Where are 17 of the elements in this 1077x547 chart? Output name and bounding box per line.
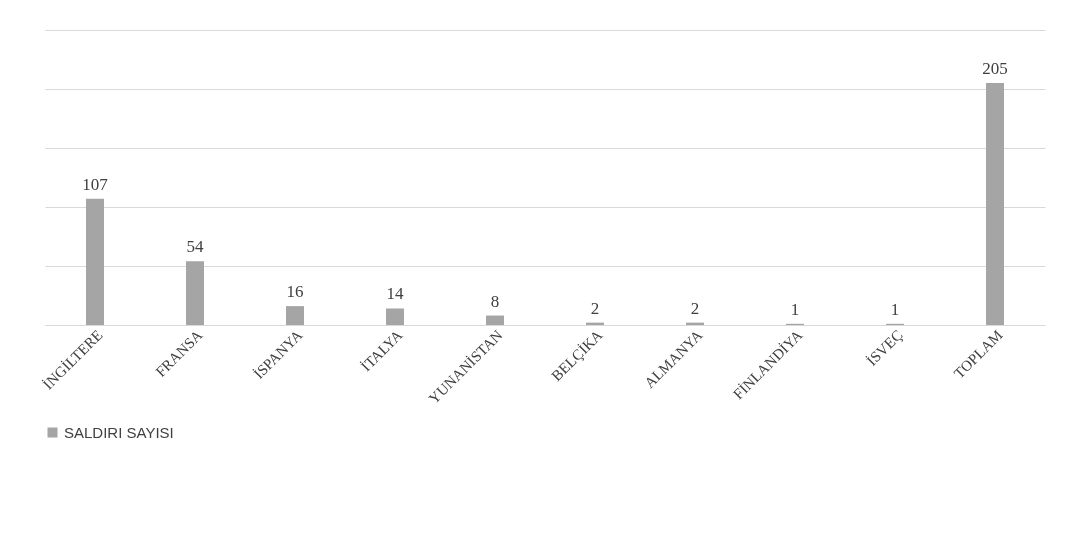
bar [86, 198, 104, 325]
bar [286, 306, 304, 325]
data-label: 2 [590, 298, 600, 318]
bar [486, 315, 504, 325]
data-label: 14 [386, 284, 404, 304]
legend-label: SALDIRI SAYISI [64, 423, 174, 441]
data-label: 16 [286, 282, 304, 302]
bar [186, 261, 204, 325]
bar [986, 83, 1004, 325]
data-label: 1 [790, 299, 800, 319]
data-label: 2 [690, 298, 700, 318]
data-label: 8 [490, 291, 500, 311]
data-label: 107 [82, 174, 109, 194]
bar [386, 308, 404, 325]
data-label: 1 [890, 299, 900, 319]
data-label: 205 [982, 59, 1008, 79]
data-label: 54 [186, 237, 204, 257]
